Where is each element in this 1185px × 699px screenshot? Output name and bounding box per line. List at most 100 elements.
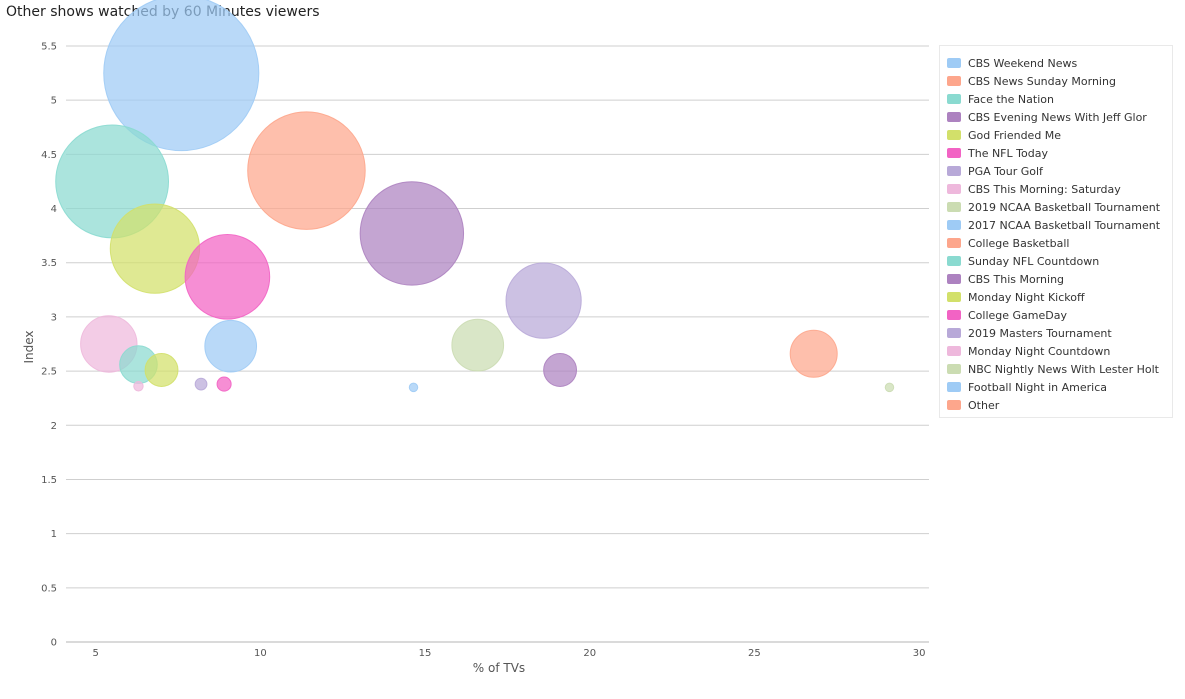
legend-item[interactable]: Sunday NFL Countdown [947,252,1172,270]
legend-item[interactable]: The NFL Today [947,144,1172,162]
legend-item[interactable]: Football Night in America [947,378,1172,396]
y-tick-label: 3.5 [41,258,57,269]
legend-label: 2017 NCAA Basketball Tournament [968,218,1161,232]
legend-label: Monday Night Kickoff [968,290,1085,304]
legend-label: Football Night in America [968,380,1107,394]
legend-item[interactable]: PGA Tour Golf [947,162,1172,180]
x-tick-label: 20 [583,648,596,659]
bubble[interactable] [194,377,208,391]
legend-item[interactable]: CBS This Morning [947,270,1172,288]
bubble[interactable] [204,319,258,373]
legend-item[interactable]: God Friended Me [947,126,1172,144]
y-tick-label: 1 [51,529,57,540]
x-axis-label: % of TVs [473,661,525,675]
legend-label: College GameDay [968,308,1068,322]
legend-item[interactable]: Monday Night Countdown [947,342,1172,360]
bubbles-layer [55,0,895,393]
legend-item[interactable]: 2019 Masters Tournament [947,324,1172,342]
bubble[interactable] [543,353,578,387]
legend-label: Other [968,398,1000,412]
legend-item[interactable]: CBS This Morning: Saturday [947,180,1172,198]
legend-label: Sunday NFL Countdown [968,254,1100,268]
legend-swatch [947,94,961,104]
legend-swatch [947,130,961,140]
y-axis-label: Index [22,330,36,363]
y-tick-label: 4 [51,204,57,215]
legend-item[interactable]: 2017 NCAA Basketball Tournament [947,216,1172,234]
legend-swatch [947,292,961,302]
legend-item[interactable]: NBC Nightly News With Lester Holt [947,360,1172,378]
legend-swatch [947,184,961,194]
legend-item[interactable]: Other [947,396,1172,414]
legend-label: College Basketball [968,236,1070,250]
legend-swatch [947,112,961,122]
bubble[interactable] [451,318,505,372]
legend-swatch [947,274,961,284]
legend-item[interactable]: CBS Weekend News [947,54,1172,72]
y-tick-label: 0 [51,638,57,649]
x-tick-label: 5 [92,648,98,659]
legend-swatch [947,238,961,248]
legend-swatch [947,148,961,158]
y-tick-label: 5.5 [41,42,57,53]
y-tick-label: 3 [51,312,57,323]
legend-swatch [947,256,961,266]
legend-swatch [947,382,961,392]
y-tick-label: 5 [51,96,57,107]
legend-swatch [947,364,961,374]
bubble[interactable] [144,353,179,387]
legend-label: CBS News Sunday Morning [968,74,1116,88]
legend-label: Monday Night Countdown [968,344,1111,358]
legend-swatch [947,310,961,320]
legend-label: CBS This Morning [968,272,1065,286]
legend-item[interactable]: College Basketball [947,234,1172,252]
legend-label: God Friended Me [968,128,1062,142]
legend-swatch [947,328,961,338]
legend-label: Face the Nation [968,92,1054,106]
y-tick-label: 2 [51,421,57,432]
legend-swatch [947,346,961,356]
bubble[interactable] [789,329,838,378]
legend-item[interactable]: CBS News Sunday Morning [947,72,1172,90]
bubble-chart: 0 0.5 1 1.5 2 2.5 3 3.5 4 4.5 5 5.5 5 10 15 20 25 30 % o… [22,0,929,675]
x-axis-ticks: 5 10 15 20 25 30 [92,648,925,659]
x-tick-label: 10 [254,648,267,659]
bubble[interactable] [103,0,260,152]
legend-label: The NFL Today [968,146,1048,160]
legend-item[interactable]: Face the Nation [947,90,1172,108]
y-tick-label: 2.5 [41,367,57,378]
bubble[interactable] [247,111,366,230]
legend-item[interactable]: CBS Evening News With Jeff Glor [947,108,1172,126]
legend-label: 2019 Masters Tournament [968,326,1112,340]
y-tick-label: 0.5 [41,583,57,594]
bubble[interactable] [216,376,232,392]
x-tick-label: 15 [419,648,432,659]
y-tick-label: 4.5 [41,150,57,161]
legend-swatch [947,400,961,410]
legend-label: CBS Weekend News [968,56,1078,70]
legend-swatch [947,166,961,176]
bubble[interactable] [884,382,895,393]
legend-swatch [947,76,961,86]
bubble[interactable] [133,381,144,392]
legend-label: PGA Tour Golf [968,164,1043,178]
bubble[interactable] [505,262,582,339]
legend-item[interactable]: 2019 NCAA Basketball Tournament [947,198,1172,216]
legend-swatch [947,202,961,212]
legend-label: CBS Evening News With Jeff Glor [968,110,1147,124]
legend-item[interactable]: Monday Night Kickoff [947,288,1172,306]
y-axis-ticks: 0 0.5 1 1.5 2 2.5 3 3.5 4 4.5 5 5.5 [41,42,57,649]
legend-swatch [947,220,961,230]
y-tick-label: 1.5 [41,475,57,486]
legend: CBS Weekend News CBS News Sunday Morning F… [939,45,1173,418]
bubble[interactable] [408,382,419,393]
x-tick-label: 30 [913,648,926,659]
bubble[interactable] [184,234,271,320]
legend-label: NBC Nightly News With Lester Holt [968,362,1159,376]
legend-swatch [947,58,961,68]
x-tick-label: 25 [748,648,761,659]
legend-item[interactable]: College GameDay [947,306,1172,324]
legend-label: CBS This Morning: Saturday [968,182,1121,196]
legend-label: 2019 NCAA Basketball Tournament [968,200,1161,214]
bubble[interactable] [359,181,465,286]
